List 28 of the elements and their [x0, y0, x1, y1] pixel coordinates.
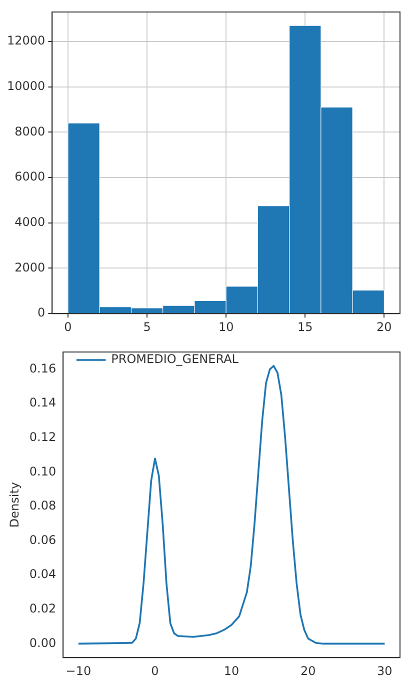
x-tick-label: 5 — [143, 320, 151, 334]
y-tick-label: 0.08 — [29, 498, 56, 513]
x-tick-label: 20 — [376, 320, 392, 334]
legend-label: PROMEDIO_GENERAL — [111, 352, 239, 366]
y-tick-label: 8000 — [14, 124, 46, 138]
y-tick-label: 0.06 — [29, 532, 56, 547]
y-tick-label: 0.14 — [29, 396, 56, 410]
x-tick-label: 15 — [298, 320, 313, 334]
y-tick-label: 0 — [38, 306, 46, 320]
y-tick-label: 0.00 — [29, 636, 56, 650]
y-tick-label: 0.10 — [29, 464, 56, 478]
y-tick-label: 0.12 — [29, 430, 56, 444]
x-tick-label: 0 — [151, 664, 159, 678]
y-tick-label: 10000 — [6, 78, 46, 93]
y-tick-label: 12000 — [6, 34, 46, 48]
x-tick-label: −10 — [66, 664, 92, 678]
y-tick-label: 4000 — [14, 215, 46, 230]
x-tick-label: 30 — [377, 664, 392, 678]
x-tick-label: 10 — [224, 664, 240, 678]
y-axis-title: Density — [7, 482, 22, 528]
x-tick-label: 10 — [218, 320, 234, 334]
y-tick-label: 2000 — [14, 260, 46, 274]
x-tick-label: 20 — [300, 664, 316, 678]
y-tick-label: 0.02 — [29, 602, 56, 616]
y-tick-label: 0.04 — [29, 567, 56, 582]
x-tick-label: 0 — [64, 320, 72, 334]
y-tick-label: 6000 — [14, 170, 46, 184]
y-tick-label: 0.16 — [29, 361, 56, 376]
